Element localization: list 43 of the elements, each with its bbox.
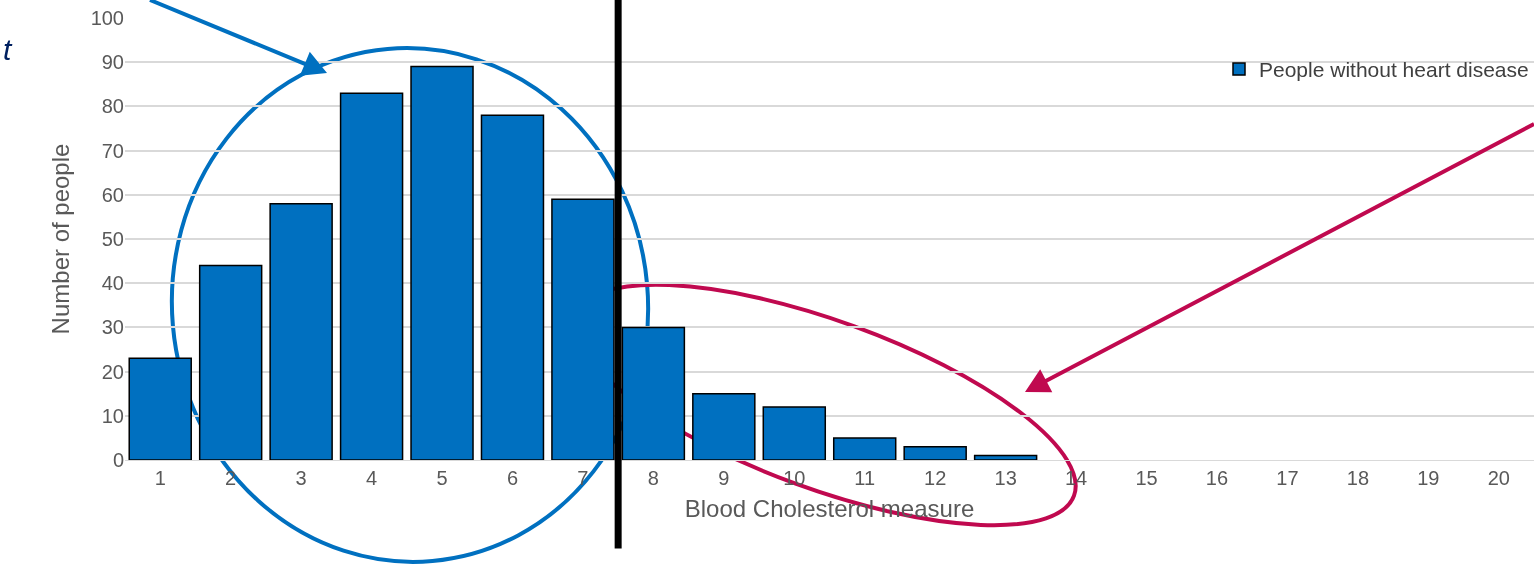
y-tick-label: 40 (101, 272, 124, 295)
x-tick-label: 17 (1276, 467, 1299, 489)
x-tick-label: 8 (647, 467, 659, 489)
y-tick-label: 100 (90, 7, 124, 29)
x-axis-title: Blood Cholesterol measure (684, 495, 975, 523)
bar (903, 445, 967, 460)
x-tick-label: 13 (994, 467, 1017, 489)
bar (339, 92, 404, 460)
y-tick-label: 80 (101, 95, 124, 118)
legend-label: People without heart disease (1259, 58, 1529, 82)
y-tick-label: 20 (101, 360, 124, 383)
text: t (3, 33, 13, 66)
y-tick-label: 10 (101, 404, 124, 427)
y-tick-label: 70 (101, 139, 124, 162)
x-tick-label: 3 (295, 467, 307, 489)
bar (198, 264, 263, 460)
x-tick-label: 16 (1205, 467, 1229, 489)
bar (128, 357, 192, 460)
x-tick-label: 4 (366, 467, 378, 489)
x-tick-label: 2 (225, 467, 237, 489)
y-axis-title: Number of people (46, 143, 74, 335)
bar (269, 202, 333, 460)
bar (480, 114, 545, 460)
x-tick-label: 11 (854, 467, 876, 489)
bar (692, 392, 756, 460)
bar (832, 437, 897, 460)
x-tick-label: 19 (1417, 467, 1440, 489)
x-tick-label: 12 (924, 467, 947, 489)
y-tick-label: 90 (101, 51, 124, 74)
x-tick-label: 5 (436, 467, 448, 489)
x-tick-label: 9 (718, 467, 730, 489)
y-tick-label: 0 (112, 449, 124, 471)
bar (973, 454, 1038, 460)
x-tick-label: 6 (506, 467, 519, 489)
x-tick-label: 18 (1346, 467, 1370, 489)
y-tick-label: 30 (101, 316, 124, 339)
y-tick-label: 50 (101, 228, 124, 250)
x-tick-label: 15 (1135, 467, 1158, 489)
x-tick-label: 1 (154, 467, 166, 489)
y-tick-label: 60 (101, 183, 124, 206)
bar (762, 406, 827, 460)
x-tick-label: 20 (1487, 467, 1510, 489)
bar (410, 65, 474, 460)
